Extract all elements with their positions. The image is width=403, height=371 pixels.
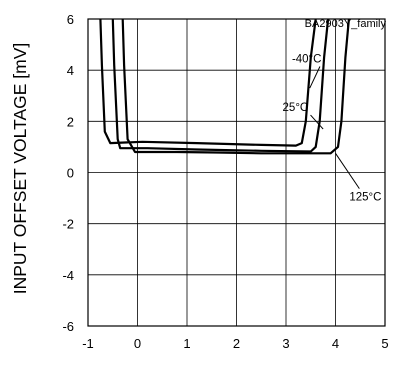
y-tick-label: -4 (62, 268, 74, 283)
y-tick-label: 4 (67, 63, 74, 78)
label-leader-1 (310, 114, 324, 130)
series-line-1 (111, 18, 330, 153)
series-line-2 (121, 18, 350, 155)
series-label: -40°C (292, 53, 322, 65)
x-tick-label: 3 (282, 336, 289, 351)
label-leader-0 (309, 66, 321, 89)
curves (99, 18, 350, 155)
family-annotation: BA2903Y_family (305, 18, 387, 30)
label-leader-2 (335, 153, 360, 189)
x-tick-labels: -1 0 1 2 3 4 5 (82, 336, 388, 351)
series-line-0 (99, 18, 317, 147)
x-tick-label: -1 (82, 336, 94, 351)
y-tick-label: -6 (62, 319, 74, 334)
x-tick-label: 4 (332, 336, 339, 351)
y-tick-label: 2 (67, 114, 74, 129)
x-tick-label: 0 (134, 336, 141, 351)
x-tick-label: 5 (381, 336, 388, 351)
y-tick-label: 6 (67, 12, 74, 27)
series-label: 25°C (283, 102, 309, 114)
y-tick-label: 0 (67, 166, 74, 181)
y-axis-label: INPUT OFFSET VOLTAGE [mV] (10, 43, 30, 295)
x-tick-label: 1 (183, 336, 190, 351)
plot-frame (87, 18, 386, 327)
x-tick-label: 2 (233, 336, 240, 351)
series-labels: -40°C 25°C 125°C (283, 53, 382, 203)
series-label: 125°C (349, 192, 381, 204)
y-tick-labels: -6 -4 -2 0 2 4 6 (62, 12, 74, 334)
y-tick-label: -2 (62, 217, 74, 232)
grid (87, 18, 386, 327)
